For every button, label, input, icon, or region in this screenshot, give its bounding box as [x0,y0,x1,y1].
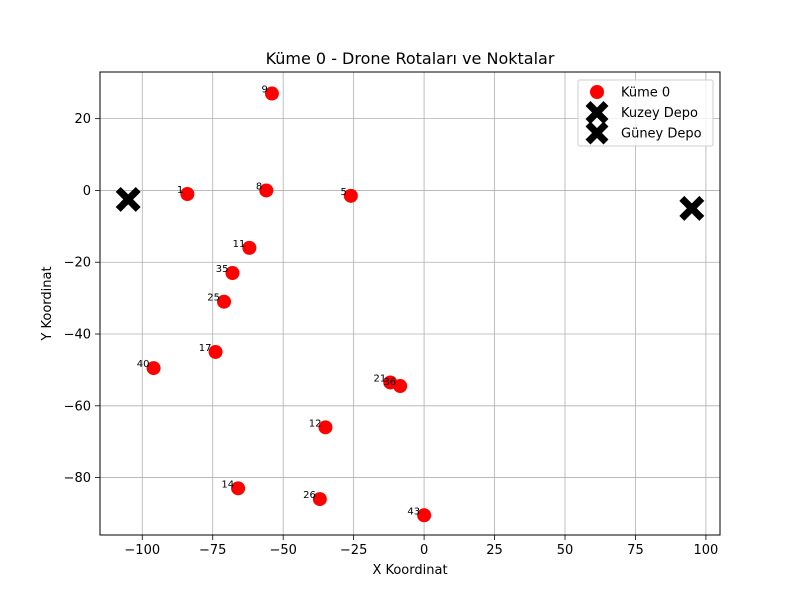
data-point-label: 1 [177,185,183,196]
data-point [242,240,257,255]
legend-marker [585,121,609,145]
data-point-label: 8 [256,181,262,192]
data-point-label: 36 [383,377,396,388]
depot-marker [679,195,705,221]
data-point-label: 43 [407,506,420,517]
x-tick-label: −100 [124,543,160,558]
data-point-label: 11 [233,239,246,250]
legend-marker [590,85,604,99]
data-point-label: 26 [303,490,316,501]
data-point-label: 21 [374,373,387,384]
data-point [208,344,223,359]
data-point [417,508,432,523]
legend-box [577,79,714,147]
y-tick-label: −40 [64,328,91,343]
data-point-label: 17 [199,343,212,354]
x-tick-label: 50 [557,543,574,558]
y-tick-label: −20 [64,256,91,271]
legend-label: Kuzey Depo [621,106,698,121]
data-point-label: 9 [262,85,268,96]
data-point [180,187,195,202]
data-point-label: 35 [216,264,229,275]
data-point [393,379,408,394]
data-point [264,86,279,101]
data-point-label: 5 [340,187,346,198]
y-axis-label: Y Koordinat [40,266,55,341]
data-point-label: 25 [207,293,220,304]
data-point [259,183,274,198]
x-tick-label: −75 [199,543,226,558]
data-point [225,265,240,280]
x-tick-label: 0 [420,543,428,558]
y-tick-label: −80 [64,471,91,486]
legend-label: Küme 0 [621,86,670,101]
data-point [318,420,333,435]
data-point-label: 12 [309,418,322,429]
data-point [231,481,246,496]
data-point [343,188,358,203]
legend: Küme 0 Kuzey Depo Güney Depo [577,79,714,147]
x-tick-label: 75 [627,543,644,558]
grid [100,72,720,535]
data-point [146,361,161,376]
axis-ticks: −100 −75 −50 −25 0 25 50 75 100 −80 −60 −40 −20 0 20 [64,112,719,558]
data-point-label: 40 [137,359,150,370]
y-tick-label: −60 [64,399,91,414]
x-tick-label: −25 [340,543,367,558]
x-tick-label: 25 [486,543,503,558]
x-tick-label: −50 [269,543,296,558]
y-tick-label: 0 [83,184,91,199]
data-point-label: 14 [221,479,234,490]
x-axis-label: X Koordinat [372,563,447,578]
x-tick-label: 100 [693,543,718,558]
plot-frame [99,71,721,536]
y-tick-label: 20 [74,112,91,127]
chart-title: Küme 0 - Drone Rotaları ve Noktalar [266,49,555,68]
depot-marker [115,186,141,212]
data-point [217,294,231,309]
legend-marker [585,101,609,124]
data-point [312,492,327,507]
legend-label: Güney Depo [621,127,702,142]
